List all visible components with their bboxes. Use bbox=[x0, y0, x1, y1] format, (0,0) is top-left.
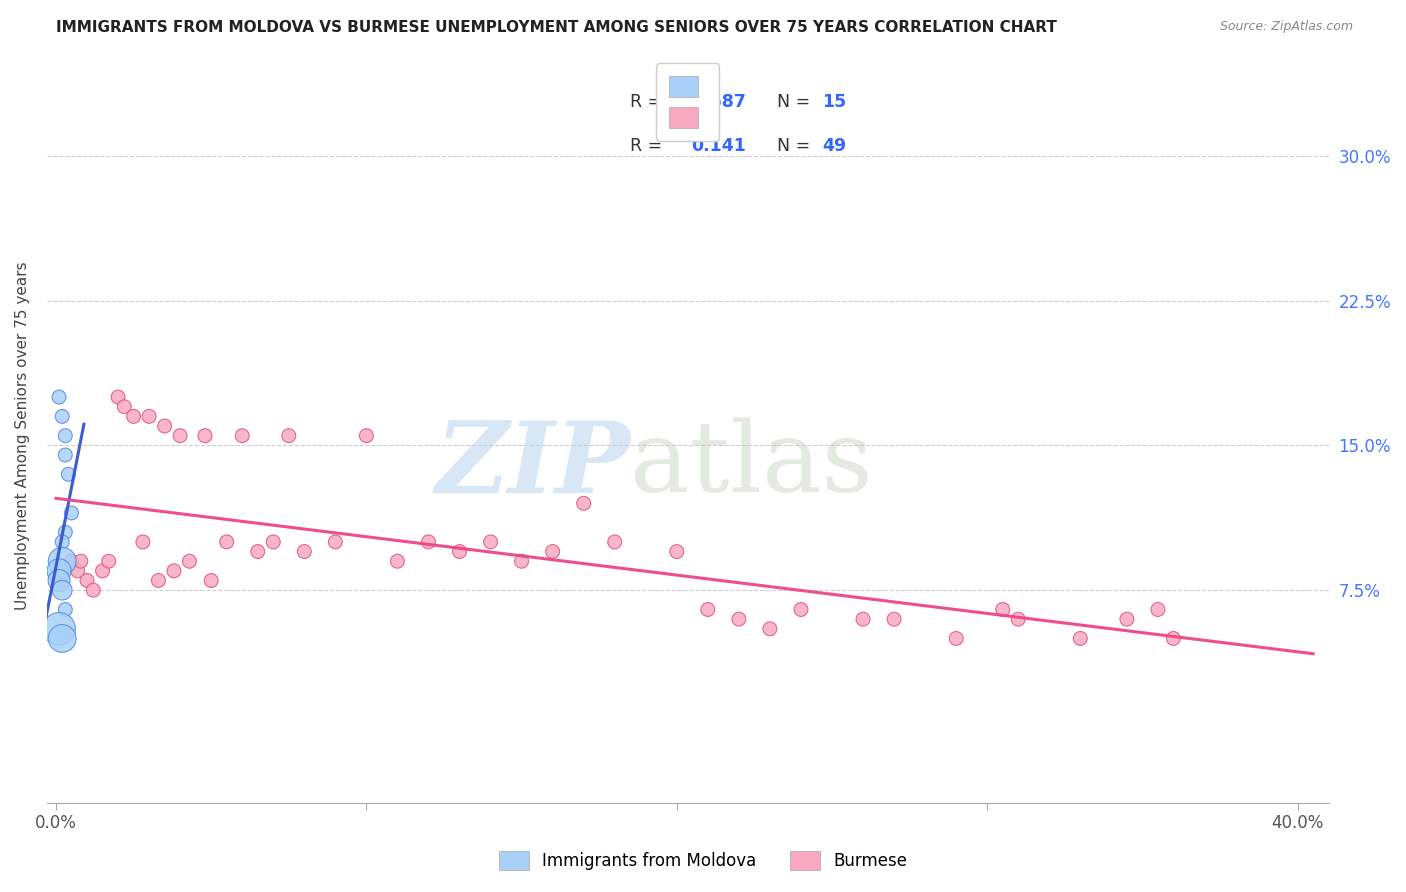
Point bbox=[194, 428, 217, 442]
Point bbox=[51, 554, 73, 568]
Point bbox=[696, 602, 718, 616]
Point bbox=[148, 574, 170, 588]
Point bbox=[122, 409, 145, 424]
Point bbox=[51, 409, 73, 424]
Point bbox=[479, 535, 502, 549]
Text: R =: R = bbox=[630, 93, 668, 111]
Point bbox=[883, 612, 905, 626]
Point bbox=[449, 544, 471, 558]
Point bbox=[48, 564, 70, 578]
Point bbox=[91, 564, 114, 578]
Point bbox=[325, 535, 347, 549]
Point bbox=[665, 544, 688, 558]
Point bbox=[60, 506, 83, 520]
Point bbox=[277, 428, 299, 442]
Point bbox=[510, 554, 533, 568]
Point bbox=[262, 535, 284, 549]
Point bbox=[356, 428, 378, 442]
Point bbox=[53, 448, 76, 462]
Point bbox=[231, 428, 253, 442]
Point bbox=[51, 583, 73, 598]
Point bbox=[292, 544, 315, 558]
Point bbox=[48, 574, 70, 588]
Text: ZIP: ZIP bbox=[434, 417, 630, 513]
Point bbox=[387, 554, 409, 568]
Text: IMMIGRANTS FROM MOLDOVA VS BURMESE UNEMPLOYMENT AMONG SENIORS OVER 75 YEARS CORR: IMMIGRANTS FROM MOLDOVA VS BURMESE UNEMP… bbox=[56, 20, 1057, 35]
Point bbox=[66, 564, 89, 578]
Point bbox=[169, 428, 191, 442]
Point bbox=[179, 554, 201, 568]
Point bbox=[852, 612, 875, 626]
Point bbox=[991, 602, 1014, 616]
Point bbox=[790, 602, 813, 616]
Point bbox=[97, 554, 120, 568]
Point bbox=[60, 554, 83, 568]
Y-axis label: Unemployment Among Seniors over 75 years: Unemployment Among Seniors over 75 years bbox=[15, 261, 30, 610]
Text: 0.687: 0.687 bbox=[692, 93, 747, 111]
Point bbox=[48, 622, 70, 636]
Legend: Immigrants from Moldova, Burmese: Immigrants from Moldova, Burmese bbox=[492, 844, 914, 877]
Text: R =: R = bbox=[630, 136, 673, 155]
Point bbox=[58, 467, 80, 482]
Text: atlas: atlas bbox=[630, 417, 873, 513]
Point bbox=[132, 535, 155, 549]
Text: N =: N = bbox=[778, 93, 815, 111]
Point bbox=[53, 428, 76, 442]
Point bbox=[51, 535, 73, 549]
Point bbox=[418, 535, 440, 549]
Point bbox=[53, 525, 76, 540]
Point bbox=[572, 496, 595, 510]
Point bbox=[603, 535, 626, 549]
Text: N =: N = bbox=[778, 136, 815, 155]
Point bbox=[112, 400, 135, 414]
Point bbox=[82, 583, 104, 598]
Point bbox=[69, 554, 91, 568]
Point bbox=[163, 564, 186, 578]
Point bbox=[1147, 602, 1170, 616]
Text: 49: 49 bbox=[823, 136, 846, 155]
Point bbox=[107, 390, 129, 404]
Point bbox=[1163, 632, 1185, 646]
Point bbox=[48, 390, 70, 404]
Point bbox=[53, 602, 76, 616]
Point bbox=[1007, 612, 1029, 626]
Point bbox=[1069, 632, 1091, 646]
Point bbox=[541, 544, 564, 558]
Point bbox=[153, 419, 176, 434]
Point bbox=[728, 612, 751, 626]
Legend: , : , bbox=[657, 63, 720, 141]
Point bbox=[51, 632, 73, 646]
Text: 15: 15 bbox=[823, 93, 846, 111]
Text: Source: ZipAtlas.com: Source: ZipAtlas.com bbox=[1219, 20, 1353, 33]
Point bbox=[246, 544, 269, 558]
Point bbox=[138, 409, 160, 424]
Point bbox=[215, 535, 238, 549]
Point bbox=[945, 632, 967, 646]
Point bbox=[200, 574, 222, 588]
Point bbox=[759, 622, 782, 636]
Text: 0.141: 0.141 bbox=[692, 136, 747, 155]
Point bbox=[1115, 612, 1137, 626]
Point bbox=[76, 574, 98, 588]
